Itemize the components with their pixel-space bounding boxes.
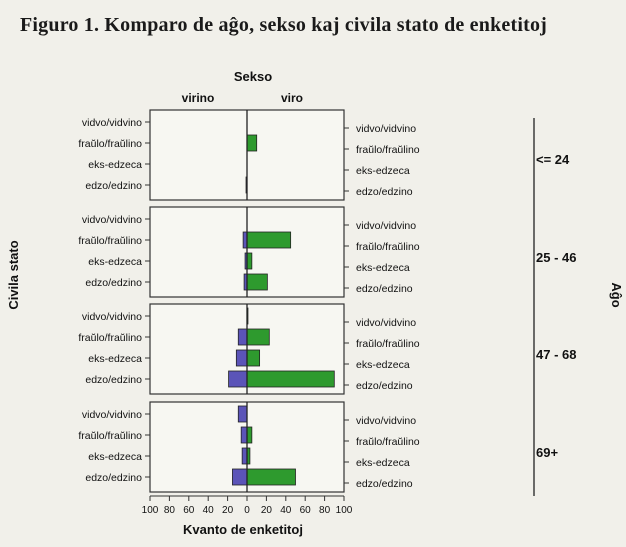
age-group-label: 25 - 46 bbox=[536, 250, 576, 265]
left-category-label: eks-edzeca bbox=[88, 256, 142, 268]
x-tick-label: 100 bbox=[142, 505, 159, 516]
left-category-label: edzo/edzino bbox=[85, 277, 142, 289]
right-category-label: vidvo/vidvino bbox=[356, 317, 416, 329]
right-category-label: fraŭlo/fraŭlino bbox=[356, 144, 420, 156]
male-bar bbox=[246, 231, 292, 249]
female-bar bbox=[241, 447, 248, 465]
x-tick-label: 100 bbox=[336, 505, 353, 516]
age-group-label: 69+ bbox=[536, 445, 558, 460]
age-group-label: 47 - 68 bbox=[536, 347, 576, 362]
left-category-label: eks-edzeca bbox=[88, 159, 142, 171]
left-category-label: edzo/edzino bbox=[85, 472, 142, 484]
left-category-label: fraŭlo/fraŭlino bbox=[78, 235, 142, 247]
male-side-label: viro bbox=[281, 91, 303, 105]
x-axis-title: Kvanto de enketitoj bbox=[183, 522, 303, 537]
right-category-label: fraŭlo/fraŭlino bbox=[356, 241, 420, 253]
male-bar bbox=[246, 370, 335, 388]
left-category-label: vidvo/vidvino bbox=[82, 311, 142, 323]
x-tick-label: 40 bbox=[280, 505, 292, 516]
left-category-label: fraŭlo/fraŭlino bbox=[78, 138, 142, 150]
x-tick-label: 80 bbox=[319, 505, 331, 516]
left-category-label: vidvo/vidvino bbox=[82, 117, 142, 129]
right-category-label: edzo/edzino bbox=[356, 283, 413, 295]
right-category-label: eks-edzeca bbox=[356, 457, 410, 469]
male-bar bbox=[246, 252, 253, 270]
right-category-label: fraŭlo/fraŭlino bbox=[356, 338, 420, 350]
panel-1: vidvo/vidvino vidvo/vidvino fraŭlo/fraŭlin… bbox=[78, 206, 576, 298]
sex-axis-title: Sekso bbox=[234, 69, 272, 84]
panel-2: vidvo/vidvino vidvo/vidvino fraŭlo/fraŭlin… bbox=[78, 303, 576, 395]
right-category-label: edzo/edzino bbox=[356, 478, 413, 490]
y-axis-title: Civila stato bbox=[6, 240, 21, 309]
x-tick-label: 60 bbox=[183, 505, 195, 516]
female-bar bbox=[237, 328, 248, 346]
right-category-label: eks-edzeca bbox=[356, 262, 410, 274]
x-tick-label: 60 bbox=[300, 505, 312, 516]
left-category-label: eks-edzeca bbox=[88, 353, 142, 365]
x-tick-label: 20 bbox=[261, 505, 273, 516]
left-category-label: vidvo/vidvino bbox=[82, 409, 142, 421]
male-bar bbox=[246, 328, 270, 346]
male-bar bbox=[246, 273, 268, 291]
female-bar bbox=[228, 370, 248, 388]
left-category-label: edzo/edzino bbox=[85, 374, 142, 386]
right-category-label: eks-edzeca bbox=[356, 165, 410, 177]
age-group-label: <= 24 bbox=[536, 152, 570, 167]
male-bar bbox=[246, 468, 296, 486]
figure-title: Figuro 1. Komparo de aĝo, sekso kaj civi… bbox=[20, 14, 548, 36]
male-bar bbox=[246, 349, 261, 367]
panel-3: vidvo/vidvino vidvo/vidvino fraŭlo/fraŭlin… bbox=[78, 401, 558, 493]
right-category-label: edzo/edzino bbox=[356, 380, 413, 392]
left-category-label: vidvo/vidvino bbox=[82, 214, 142, 226]
female-bar bbox=[232, 468, 248, 486]
female-bar bbox=[240, 426, 248, 444]
male-bar bbox=[246, 426, 253, 444]
x-tick-label: 80 bbox=[164, 505, 176, 516]
left-category-label: fraŭlo/fraŭlino bbox=[78, 332, 142, 344]
right-category-label: vidvo/vidvino bbox=[356, 415, 416, 427]
right-category-label: vidvo/vidvino bbox=[356, 220, 416, 232]
female-bar bbox=[237, 405, 248, 423]
right-category-label: edzo/edzino bbox=[356, 186, 413, 198]
panel-0: vidvo/vidvino vidvo/vidvino fraŭlo/fraŭlin… bbox=[78, 109, 570, 201]
right-category-label: eks-edzeca bbox=[356, 359, 410, 371]
male-bar bbox=[246, 134, 258, 152]
female-bar bbox=[235, 349, 248, 367]
female-side-label: virino bbox=[182, 91, 215, 105]
left-category-label: eks-edzeca bbox=[88, 451, 142, 463]
x-tick-label: 40 bbox=[203, 505, 215, 516]
right-category-label: vidvo/vidvino bbox=[356, 123, 416, 135]
right-category-label: fraŭlo/fraŭlino bbox=[356, 436, 420, 448]
left-category-label: fraŭlo/fraŭlino bbox=[78, 430, 142, 442]
x-tick-label: 20 bbox=[222, 505, 234, 516]
age-axis-title: Aĝo bbox=[609, 282, 624, 307]
x-tick-label: 0 bbox=[244, 505, 250, 516]
left-category-label: edzo/edzino bbox=[85, 180, 142, 192]
